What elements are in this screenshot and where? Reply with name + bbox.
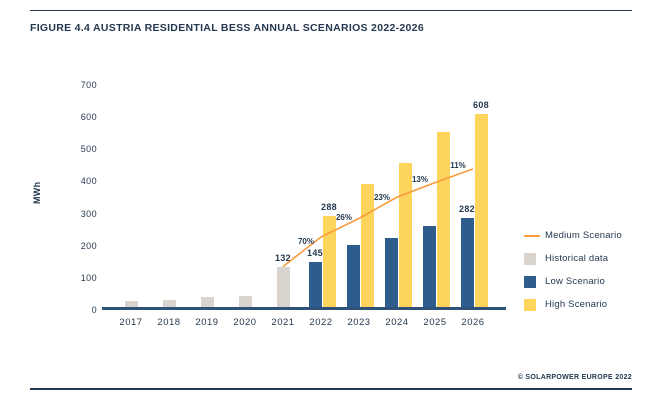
y-tick-label: 700 [80,80,97,90]
top-rule [30,10,632,11]
bar-low-scenario-2025 [422,226,436,309]
legend-label: Low Scenario [545,276,605,287]
plot-area: 0 100 200 300 400 500 600 700 2017 2018 2019 2020 20… [81,80,506,328]
bar-historical-data-2017 [124,301,138,309]
bar-high-scenario-2025 [436,132,450,309]
high-scenario-swatch-icon [524,298,536,311]
bar-high-scenario-2026 [474,113,488,309]
x-tick-label: 2024 [385,317,409,328]
legend: Medium Scenario Historical data Low Scenar… [524,229,622,321]
bar-historical-data-2020 [238,296,252,309]
legend-item-historical-data: Historical data [524,252,622,265]
bar-high-scenario-2024 [398,162,412,309]
growth-rate-label: 70% [297,236,314,246]
x-tick-label: 2021 [271,317,295,328]
y-tick-label: 0 [91,305,97,315]
y-tick-label: 500 [80,144,97,155]
y-axis-title: MWh [32,181,42,204]
growth-rate-label: 13% [411,174,428,184]
bar-value-label: 132 [275,252,291,263]
bar-value-label: 145 [307,248,323,259]
bar-low-scenario-2026 [460,218,474,309]
legend-label: Historical data [545,253,609,264]
bar-low-scenario-2024 [384,238,398,309]
legend-item-high-scenario: High Scenario [524,298,622,311]
bar-historical-data-2019 [200,297,214,309]
medium-scenario-swatch-icon [524,234,540,237]
copyright-text: © SOLARPOWER EUROPE 2022 [517,374,632,381]
bar-value-label: 608 [473,99,489,110]
low-scenario-swatch-icon [524,275,536,288]
legend-label: High Scenario [545,299,608,310]
bar-high-scenario-2022 [322,216,336,309]
medium-scenario-line [282,168,474,268]
x-axis-line [102,307,506,310]
x-tick-label: 2022 [309,317,333,328]
x-tick-label: 2023 [347,317,371,328]
x-tick-label: 2018 [157,317,181,328]
bar-historical-data-2018 [162,299,176,309]
figure-title: FIGURE 4.4 AUSTRIA RESIDENTIAL BESS ANNU… [30,22,424,34]
historical-data-swatch-icon [524,252,536,265]
y-tick-label: 400 [80,176,97,187]
growth-rate-label: 23% [373,192,390,202]
y-tick-label: 100 [80,272,97,283]
bar-historical-data-2021 [276,266,290,309]
y-tick-label: 600 [80,112,97,123]
bar-low-scenario-2022 [308,262,322,309]
growth-rate-label: 26% [335,212,352,222]
bar-value-label: 288 [321,202,337,213]
x-tick-label: 2020 [233,317,257,328]
y-tick-label: 200 [80,240,97,251]
y-tick-label: 300 [80,208,97,219]
medium-scenario-line-layer [282,168,474,268]
bottom-rule [30,388,632,390]
legend-label: Medium Scenario [545,230,622,241]
x-tick-label: 2026 [461,317,485,328]
x-tick-label: 2017 [119,317,143,328]
bar-value-label: 282 [459,204,475,215]
x-tick-label: 2025 [423,317,447,328]
legend-item-medium-scenario: Medium Scenario [524,229,622,242]
legend-item-low-scenario: Low Scenario [524,275,622,288]
growth-rate-label: 11% [450,160,466,170]
bar-low-scenario-2023 [346,244,360,309]
x-tick-label: 2019 [195,317,219,328]
